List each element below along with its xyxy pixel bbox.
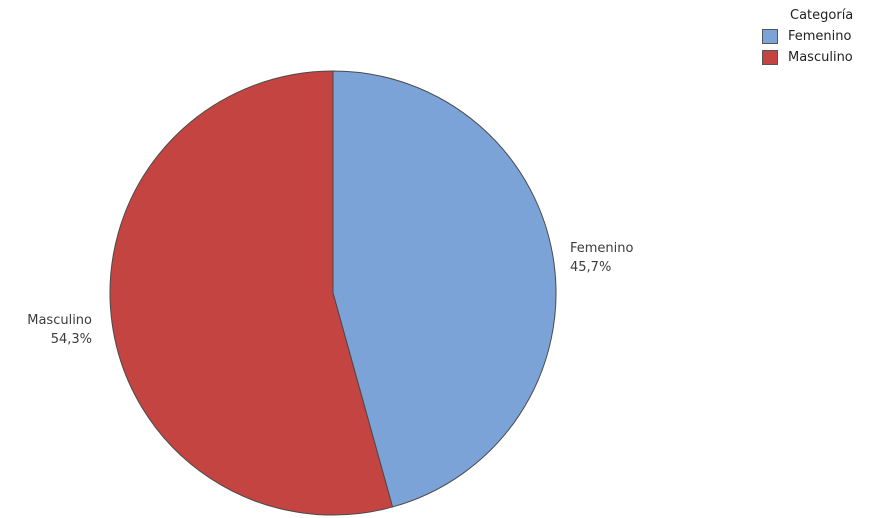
legend-label-femenino: Femenino xyxy=(788,29,852,44)
pie-slice-masculino xyxy=(109,70,394,516)
slice-label-femenino: Femenino xyxy=(570,241,634,256)
legend-item-femenino: Femenino xyxy=(762,26,853,47)
pie-slice-femenino xyxy=(332,70,557,508)
slice-value-label-femenino: 45,7% xyxy=(570,260,611,275)
legend: Categoría Femenino Masculino xyxy=(762,6,853,68)
legend-label-masculino: Masculino xyxy=(788,50,853,65)
legend-swatch-masculino xyxy=(762,50,778,65)
slice-label-masculino: Masculino xyxy=(27,313,92,328)
legend-title: Categoría xyxy=(790,8,854,23)
legend-item-masculino: Masculino xyxy=(762,47,853,68)
slice-value-label-masculino: 54,3% xyxy=(51,332,92,347)
legend-swatch-femenino xyxy=(762,29,778,44)
